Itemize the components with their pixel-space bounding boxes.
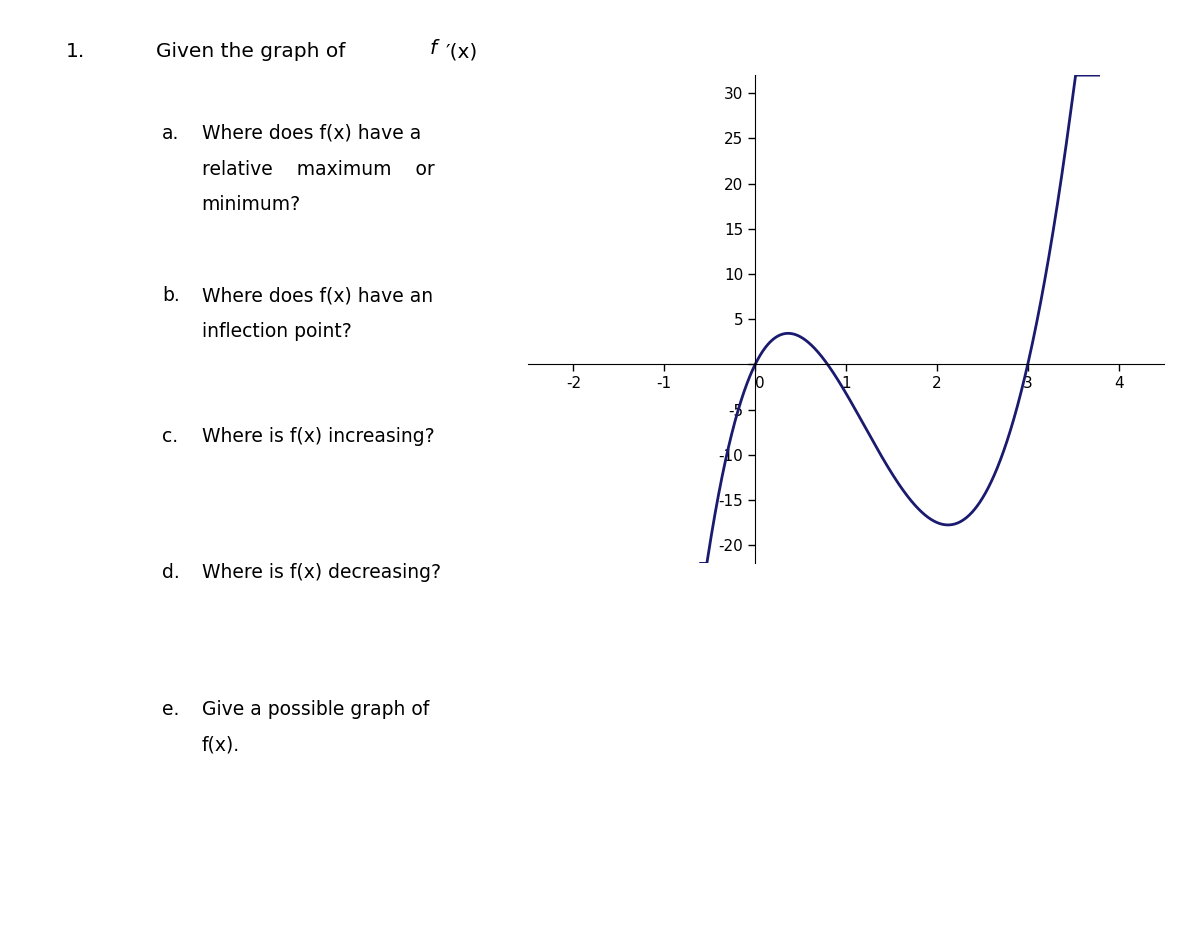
Text: 1.: 1. (66, 42, 85, 61)
Text: Where is f(x) increasing?: Where is f(x) increasing? (202, 427, 434, 446)
Text: c.: c. (162, 427, 178, 446)
Text: b.: b. (162, 286, 180, 305)
Text: Where is f(x) decreasing?: Where is f(x) decreasing? (202, 563, 440, 582)
Text: f(x).: f(x). (202, 735, 240, 754)
Text: minimum?: minimum? (202, 195, 301, 214)
Text: d.: d. (162, 563, 180, 582)
Text: a.: a. (162, 124, 179, 143)
Text: e.: e. (162, 700, 179, 718)
Text: Given the graph of: Given the graph of (156, 42, 352, 61)
Text: Where does f(x) have a: Where does f(x) have a (202, 124, 421, 143)
Text: ′(x): ′(x) (445, 42, 478, 61)
Text: Where does f(x) have an: Where does f(x) have an (202, 286, 433, 305)
Text: Give a possible graph of: Give a possible graph of (202, 700, 428, 718)
Text: relative    maximum    or: relative maximum or (202, 160, 434, 178)
Text: f: f (430, 38, 437, 58)
Text: inflection point?: inflection point? (202, 322, 352, 341)
